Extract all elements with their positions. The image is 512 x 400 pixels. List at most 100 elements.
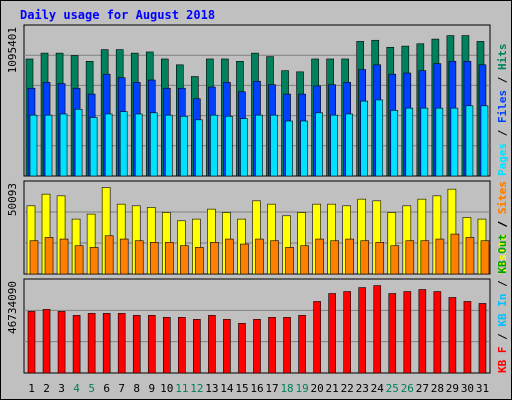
bar-sites bbox=[435, 238, 445, 275]
bar-kbf bbox=[178, 317, 186, 374]
bar-kbf bbox=[253, 319, 261, 374]
legend-separator: / bbox=[496, 333, 509, 347]
legend: Pages / Files / Hits bbox=[496, 44, 509, 177]
x-tick-label: 30 bbox=[461, 382, 474, 395]
bar-sites bbox=[225, 238, 234, 275]
x-tick-label: 11 bbox=[175, 382, 188, 395]
bar-pages bbox=[195, 119, 203, 177]
bar-kbf bbox=[418, 289, 427, 374]
x-tick-label: 6 bbox=[103, 382, 110, 395]
x-tick-label: 9 bbox=[148, 382, 155, 395]
legend-separator: / bbox=[496, 280, 509, 294]
bar-kbf bbox=[463, 301, 472, 374]
x-tick-label: 12 bbox=[190, 382, 203, 395]
legend-files: Files bbox=[496, 90, 509, 130]
bar-pages bbox=[360, 100, 369, 177]
x-tick-label: 15 bbox=[235, 382, 248, 395]
bar-sites bbox=[465, 237, 475, 275]
bar-sites bbox=[375, 242, 385, 275]
bar-sites bbox=[104, 235, 114, 275]
bar-kbf bbox=[298, 315, 306, 374]
bar-kbf bbox=[162, 317, 171, 374]
bar-kbf bbox=[72, 315, 81, 374]
bar-sites bbox=[195, 247, 204, 275]
x-tick-label: 28 bbox=[431, 382, 444, 395]
x-tick-label: 17 bbox=[265, 382, 278, 395]
legend-separator: / bbox=[496, 129, 509, 143]
bar-sites bbox=[89, 247, 99, 275]
x-tick-label: 31 bbox=[476, 382, 489, 395]
bar-pages bbox=[164, 114, 173, 177]
bar-pages bbox=[104, 113, 113, 177]
legend-kb-f: KB F bbox=[496, 347, 509, 374]
bar-kbf bbox=[57, 311, 66, 374]
x-tick-label: 1 bbox=[28, 382, 35, 395]
bar-kbf bbox=[328, 293, 336, 374]
bar-pages bbox=[210, 114, 218, 177]
bar-pages bbox=[330, 114, 338, 177]
bar-kbf bbox=[403, 291, 412, 374]
x-tick-label: 8 bbox=[133, 382, 140, 395]
x-tick-label: 13 bbox=[205, 382, 218, 395]
bar-kbf bbox=[238, 323, 246, 374]
bar-pages bbox=[420, 107, 429, 177]
bar-sites bbox=[119, 238, 129, 275]
bar-kbf bbox=[433, 291, 442, 374]
bar-pages bbox=[29, 114, 38, 177]
bar-pages bbox=[44, 114, 53, 177]
bar-sites bbox=[390, 245, 400, 275]
bar-pages bbox=[315, 112, 323, 177]
legend-visits: Visits bbox=[496, 234, 509, 274]
bar-kbf bbox=[358, 287, 367, 374]
bar-sites bbox=[164, 242, 174, 275]
bar-pages bbox=[119, 111, 128, 177]
legend-separator: / bbox=[496, 220, 509, 234]
x-tick-label: 24 bbox=[371, 382, 385, 395]
bar-pages bbox=[450, 107, 459, 177]
legend-separator: / bbox=[496, 76, 509, 90]
bar-kbf bbox=[42, 309, 51, 374]
y-max-label: 46734090 bbox=[6, 281, 19, 334]
x-tick-label: 27 bbox=[416, 382, 429, 395]
bar-pages bbox=[435, 107, 444, 177]
bar-sites bbox=[285, 247, 294, 275]
bar-sites bbox=[480, 240, 490, 275]
bar-pages bbox=[270, 114, 278, 177]
legend: KB F / KB In / KB Out / Sites bbox=[496, 181, 509, 373]
bar-sites bbox=[59, 238, 69, 275]
bar-kbf bbox=[373, 285, 382, 374]
x-tick-label: 14 bbox=[220, 382, 234, 395]
bar-kbf bbox=[448, 297, 457, 374]
bar-sites bbox=[270, 240, 279, 275]
bar-sites bbox=[345, 238, 354, 275]
bar-kbf bbox=[343, 291, 351, 374]
x-tick-label: 20 bbox=[311, 382, 324, 395]
bar-pages bbox=[180, 116, 188, 177]
legend-sites: Sites bbox=[496, 181, 509, 221]
bar-sites bbox=[405, 240, 415, 275]
bar-pages bbox=[390, 110, 399, 177]
x-tick-label: 18 bbox=[280, 382, 293, 395]
bar-kbf bbox=[87, 313, 96, 374]
bar-sites bbox=[240, 243, 249, 275]
legend-kb-in: KB In bbox=[496, 294, 509, 334]
bar-sites bbox=[134, 240, 144, 275]
bar-sites bbox=[149, 242, 159, 275]
bar-pages bbox=[465, 105, 474, 177]
x-tick-label: 10 bbox=[160, 382, 173, 395]
x-tick-label: 2 bbox=[43, 382, 50, 395]
bar-pages bbox=[285, 120, 293, 177]
x-tick-label: 23 bbox=[356, 382, 369, 395]
bar-kbf bbox=[268, 317, 276, 374]
x-tick-label: 16 bbox=[250, 382, 263, 395]
x-tick-label: 7 bbox=[118, 382, 125, 395]
bar-pages bbox=[255, 114, 263, 177]
bar-pages bbox=[240, 118, 248, 177]
legend-separator: / bbox=[496, 221, 509, 235]
bar-sites bbox=[420, 240, 430, 275]
bar-sites bbox=[44, 237, 54, 275]
x-tick-label: 29 bbox=[446, 382, 459, 395]
bar-pages bbox=[74, 108, 83, 177]
x-tick-label: 25 bbox=[386, 382, 399, 395]
